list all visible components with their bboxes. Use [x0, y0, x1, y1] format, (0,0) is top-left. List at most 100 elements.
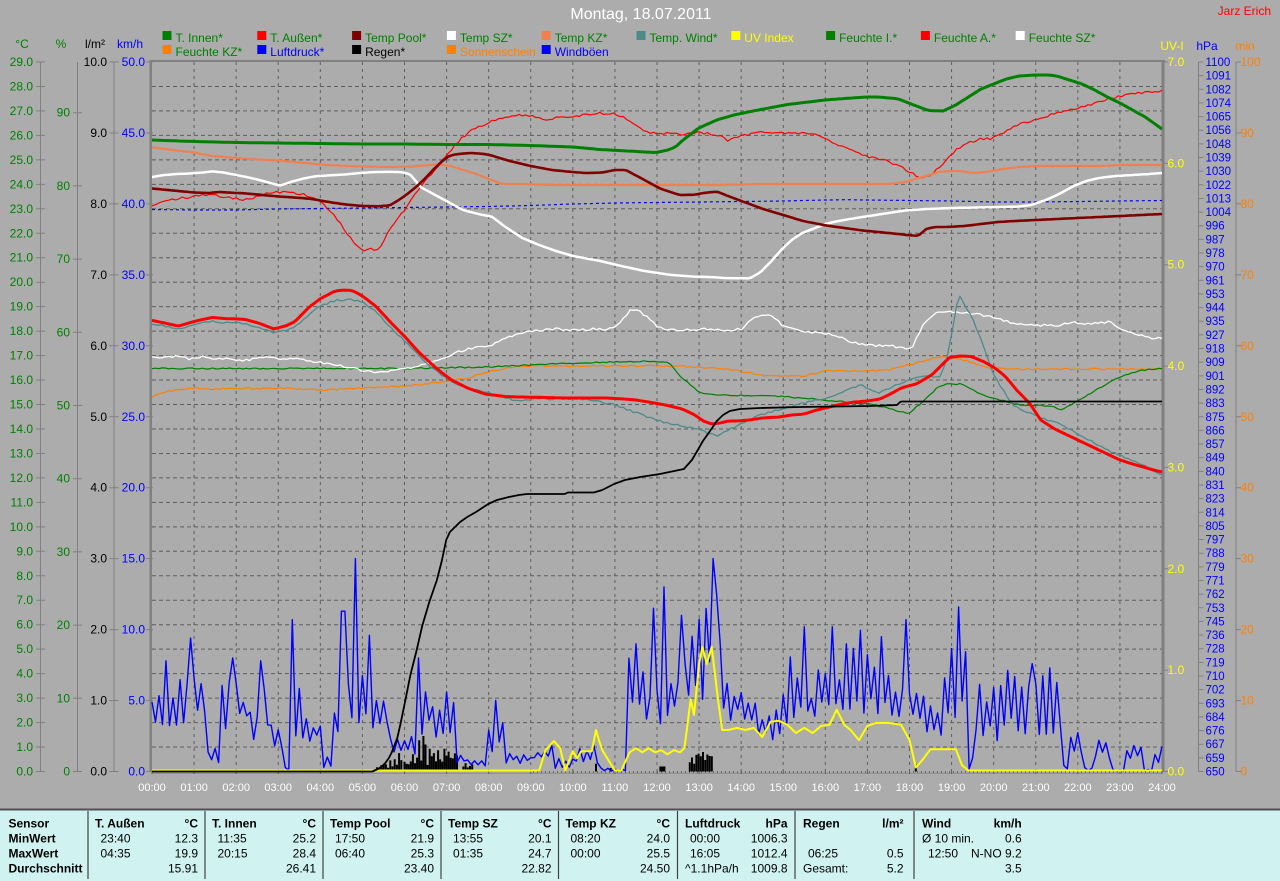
svg-text:857: 857: [1206, 439, 1225, 451]
svg-text:0: 0: [1241, 765, 1248, 779]
svg-text:29.0: 29.0: [10, 55, 34, 69]
svg-text:28.4: 28.4: [293, 847, 317, 861]
svg-text:60: 60: [1241, 339, 1255, 353]
svg-text:06:00: 06:00: [391, 782, 419, 794]
svg-text:Temp KZ*: Temp KZ*: [555, 31, 608, 45]
svg-text:1.0: 1.0: [1168, 663, 1185, 677]
svg-text:710: 710: [1206, 671, 1225, 683]
svg-text:90: 90: [1241, 126, 1255, 140]
svg-text:866: 866: [1206, 425, 1225, 437]
svg-text:17.0: 17.0: [10, 349, 34, 363]
svg-text:5.0: 5.0: [1168, 258, 1185, 272]
svg-text:45.0: 45.0: [122, 126, 146, 140]
svg-text:hPa: hPa: [765, 817, 787, 831]
svg-text:Luftdruck*: Luftdruck*: [270, 45, 324, 59]
svg-text:0.0: 0.0: [90, 765, 107, 779]
svg-text:l/m²: l/m²: [882, 817, 903, 831]
svg-text:7.0: 7.0: [16, 593, 33, 607]
svg-text:1006.3: 1006.3: [751, 831, 788, 845]
svg-text:0: 0: [63, 765, 70, 779]
svg-text:17:00: 17:00: [854, 782, 882, 794]
svg-text:T. Außen*: T. Außen*: [270, 31, 322, 45]
svg-text:831: 831: [1206, 480, 1225, 492]
svg-text:12.0: 12.0: [10, 471, 34, 485]
svg-text:Sonnenschein: Sonnenschein: [460, 45, 536, 59]
svg-text:Durchschnitt: Durchschnitt: [9, 862, 83, 876]
svg-text:1030: 1030: [1206, 166, 1232, 178]
svg-text:1048: 1048: [1206, 139, 1232, 151]
svg-text:875: 875: [1206, 412, 1225, 424]
svg-text:19.0: 19.0: [10, 300, 34, 314]
svg-text:14:00: 14:00: [727, 782, 755, 794]
svg-text:26.41: 26.41: [286, 862, 316, 876]
svg-text:%: %: [56, 37, 67, 51]
svg-text:Luftdruck: Luftdruck: [685, 817, 741, 831]
svg-text:100: 100: [1241, 55, 1261, 69]
svg-text:30: 30: [1241, 552, 1255, 566]
svg-text:2.0: 2.0: [90, 623, 107, 637]
svg-text:1004: 1004: [1206, 207, 1232, 219]
svg-text:40: 40: [1241, 481, 1255, 495]
svg-text:728: 728: [1206, 644, 1225, 656]
svg-text:805: 805: [1206, 521, 1225, 533]
svg-text:hPa: hPa: [1196, 39, 1218, 53]
svg-text:978: 978: [1206, 248, 1225, 260]
svg-text:1082: 1082: [1206, 84, 1232, 96]
svg-text:15.0: 15.0: [10, 398, 34, 412]
svg-text:UV Index: UV Index: [744, 31, 793, 45]
svg-text:4.0: 4.0: [16, 667, 33, 681]
svg-text:944: 944: [1206, 303, 1226, 315]
svg-text:3.0: 3.0: [1168, 460, 1185, 474]
svg-text:23:00: 23:00: [1106, 782, 1134, 794]
svg-text:18:00: 18:00: [896, 782, 924, 794]
svg-text:1074: 1074: [1206, 98, 1232, 110]
svg-text:10.0: 10.0: [122, 623, 146, 637]
svg-text:4.0: 4.0: [90, 481, 107, 495]
svg-text:684: 684: [1206, 712, 1226, 724]
svg-text:01:00: 01:00: [180, 782, 208, 794]
svg-text:80: 80: [1241, 197, 1255, 211]
svg-text:15.0: 15.0: [122, 552, 146, 566]
svg-text:Temp. Wind*: Temp. Wind*: [650, 31, 718, 45]
svg-text:0.0: 0.0: [1168, 765, 1185, 779]
svg-text:27.0: 27.0: [10, 104, 34, 118]
svg-text:°C: °C: [303, 817, 317, 831]
svg-text:Regen*: Regen*: [365, 45, 405, 59]
svg-text:°C: °C: [538, 817, 552, 831]
svg-text:40: 40: [57, 472, 71, 486]
svg-text:05:00: 05:00: [349, 782, 377, 794]
svg-text:21.9: 21.9: [411, 831, 435, 845]
svg-text:892: 892: [1206, 385, 1225, 397]
svg-text:Gesamt:: Gesamt:: [803, 862, 848, 876]
svg-text:15.91: 15.91: [168, 862, 198, 876]
svg-text:788: 788: [1206, 548, 1225, 560]
svg-text:70: 70: [57, 252, 71, 266]
svg-text:22.0: 22.0: [10, 226, 34, 240]
svg-text:30: 30: [57, 545, 71, 559]
svg-text:918: 918: [1206, 344, 1225, 356]
svg-text:Temp KZ: Temp KZ: [566, 817, 616, 831]
svg-text:°C: °C: [15, 37, 29, 51]
svg-text:T. Innen*: T. Innen*: [176, 31, 224, 45]
svg-text:814: 814: [1206, 507, 1226, 519]
svg-text:90: 90: [57, 106, 71, 120]
svg-text:4.0: 4.0: [1168, 359, 1185, 373]
svg-text:01:35: 01:35: [453, 847, 483, 861]
svg-text:Ø 10 min.: Ø 10 min.: [922, 831, 974, 845]
svg-text:26.0: 26.0: [10, 128, 34, 142]
svg-text:Temp SZ: Temp SZ: [448, 817, 498, 831]
svg-text:MinWert: MinWert: [9, 831, 56, 845]
svg-text:Feuchte SZ*: Feuchte SZ*: [1029, 31, 1096, 45]
svg-text:753: 753: [1206, 603, 1225, 615]
svg-text:03:00: 03:00: [264, 782, 292, 794]
svg-text:1056: 1056: [1206, 125, 1232, 137]
svg-text:736: 736: [1206, 630, 1225, 642]
svg-text:10: 10: [1241, 694, 1255, 708]
svg-text:10.0: 10.0: [84, 55, 108, 69]
svg-text:06:40: 06:40: [335, 847, 365, 861]
svg-text:25.3: 25.3: [411, 847, 435, 861]
svg-text:13:55: 13:55: [453, 831, 483, 845]
svg-text:50: 50: [57, 399, 71, 413]
svg-text:13:00: 13:00: [685, 782, 713, 794]
svg-text:50.0: 50.0: [122, 55, 146, 69]
